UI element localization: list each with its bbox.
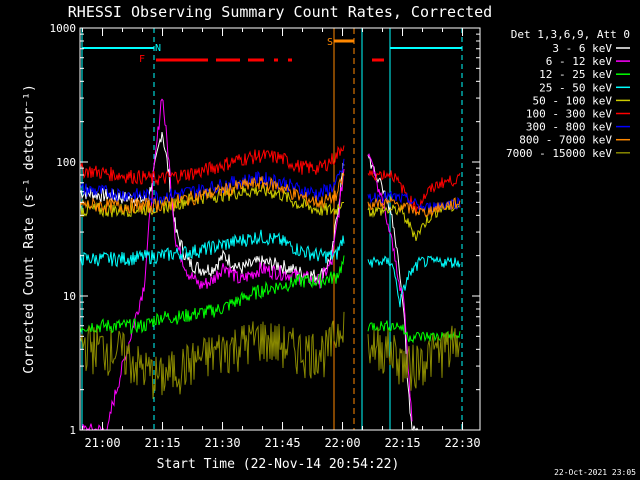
flag-label: S (327, 37, 333, 48)
x-tick-label: 22:00 (324, 436, 360, 450)
series-line (80, 98, 345, 432)
legend-entry-label: 25 - 50 keV (539, 81, 612, 94)
series-line (79, 255, 345, 335)
y-tick-label: 100 (56, 156, 76, 169)
series-line (367, 152, 413, 422)
legend-entry-label: 100 - 300 keV (526, 108, 612, 121)
footer-date: 22-Oct-2021 23:05 (554, 468, 636, 477)
y-tick-label: 1 (69, 424, 76, 437)
y-tick-label: 10 (63, 290, 76, 303)
legend-entry-label: 6 - 12 keV (546, 55, 613, 68)
series-line (79, 172, 345, 214)
legend-entry-label: 50 - 100 keV (533, 94, 613, 107)
series-line (79, 182, 344, 218)
series-line (367, 325, 461, 391)
axes: 1 10 100 1000 21:00 21:15 21:30 21:45 22:00 22:15… (50, 22, 481, 450)
flag-label: F (139, 54, 145, 65)
legend-entry-label: 800 - 7000 keV (519, 134, 612, 147)
chart-title: RHESSI Observing Summary Count Rates, Co… (68, 3, 492, 21)
series-line (79, 158, 345, 206)
series-line (367, 320, 461, 344)
series-line (79, 229, 345, 268)
legend-entry-label: 7000 - 15000 keV (506, 147, 612, 160)
x-tick-label: 21:30 (204, 436, 240, 450)
legend-title: Det 1,3,6,9, Att 0 (511, 28, 630, 41)
plot-area: NF S (79, 28, 463, 432)
legend-entry-label: 12 - 25 keV (539, 68, 612, 81)
legend-entry-label: 3 - 6 keV (552, 42, 612, 55)
legend-entry-label: 300 - 800 keV (526, 121, 612, 134)
x-tick-label: 22:30 (444, 436, 480, 450)
series-line (367, 190, 461, 213)
series-line (79, 145, 345, 186)
x-tick-label: 21:45 (264, 436, 300, 450)
x-tick-label: 21:00 (84, 436, 120, 450)
x-tick-label: 21:15 (144, 436, 180, 450)
y-tick-label: 1000 (50, 22, 77, 35)
flag-label: N (155, 43, 161, 54)
x-axis-label: Start Time (22-Nov-14 20:54:22) (157, 457, 400, 472)
series-line (367, 255, 461, 308)
plot-frame (79, 27, 481, 431)
series-line (367, 195, 461, 218)
y-axis-label: Corrected Count Rate (s⁻¹ detector⁻¹) (22, 84, 37, 374)
x-tick-label: 22:15 (384, 436, 420, 450)
series-line (79, 132, 345, 285)
series-line (79, 311, 345, 399)
